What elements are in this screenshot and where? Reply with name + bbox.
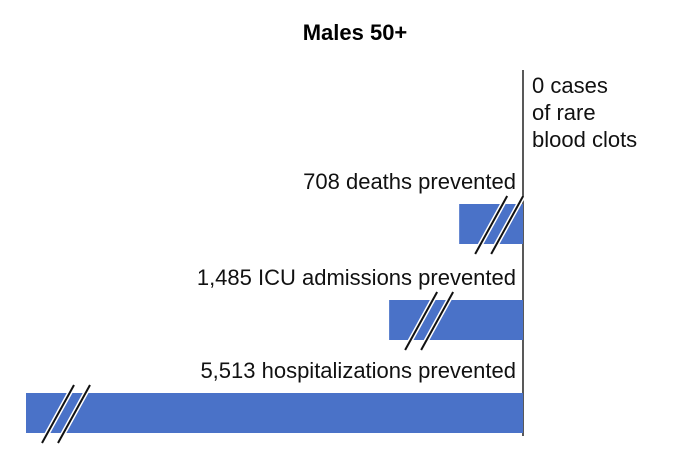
bar bbox=[389, 300, 523, 340]
value-label: 5,513 hospitalizations prevented bbox=[200, 358, 516, 383]
break-mark bbox=[420, 291, 455, 351]
value-label: 0 cases of rare blood clots bbox=[532, 73, 638, 152]
break-mark bbox=[404, 291, 439, 351]
chart-title: Males 50+ bbox=[303, 20, 408, 45]
break-mark bbox=[490, 195, 525, 255]
break-mark bbox=[474, 195, 509, 255]
break-mark bbox=[41, 384, 75, 444]
bar bbox=[26, 393, 523, 433]
value-label: 708 deaths prevented bbox=[303, 169, 516, 194]
value-label: 1,485 ICU admissions prevented bbox=[196, 265, 516, 290]
break-mark bbox=[57, 384, 91, 444]
